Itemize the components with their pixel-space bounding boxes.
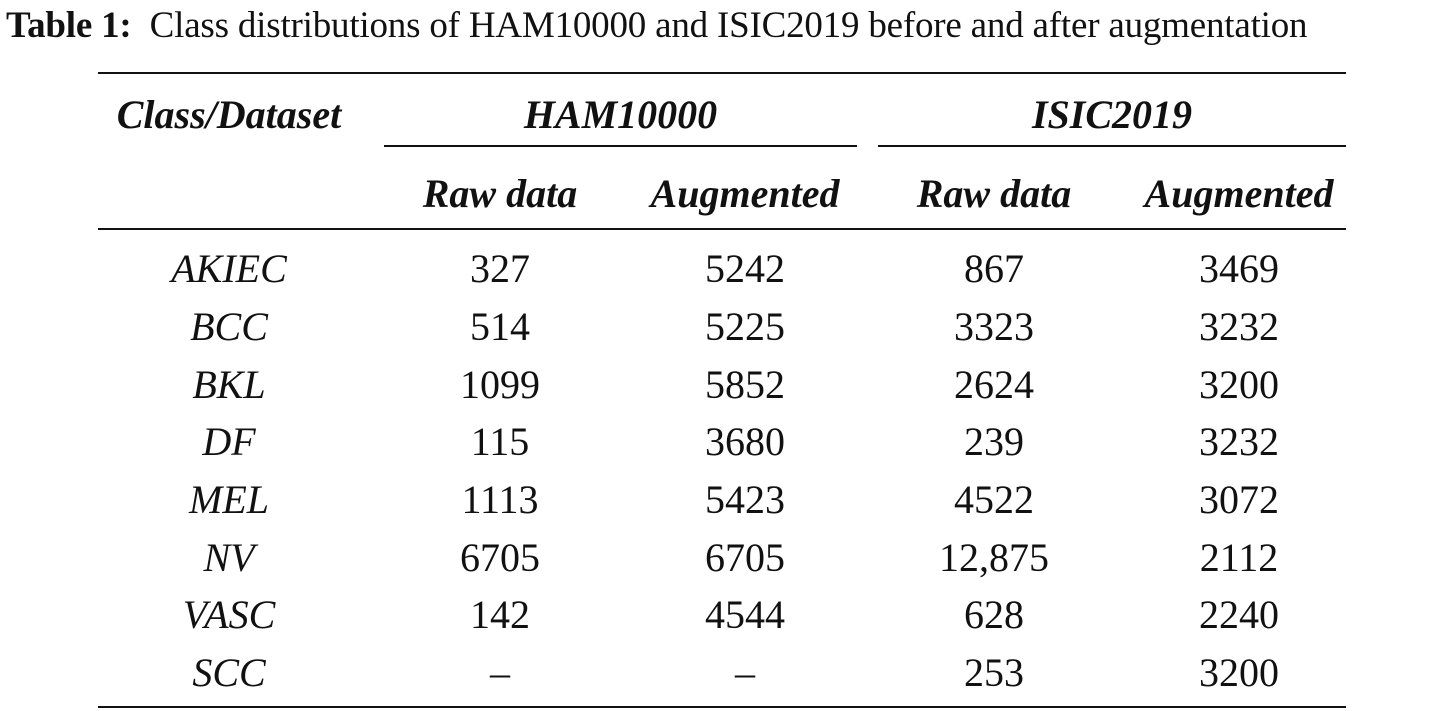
bottom-rule xyxy=(98,706,1346,708)
table-cell: – xyxy=(490,650,510,695)
table-cell: 2112 xyxy=(1199,535,1279,580)
table-cell: 867 xyxy=(964,246,1024,291)
header-isic-raw-data: Raw data xyxy=(916,171,1072,216)
table-cell: 5423 xyxy=(705,477,785,522)
table-cell: 2624 xyxy=(954,362,1034,407)
table-cell: 3323 xyxy=(954,304,1034,349)
table-cell: – xyxy=(735,650,755,695)
table-cell: 3232 xyxy=(1199,419,1279,464)
header-group-isic2019: ISIC2019 xyxy=(1031,92,1193,137)
table-cell: 5225 xyxy=(705,304,785,349)
table-cell: 253 xyxy=(964,650,1024,695)
table-cell: 3232 xyxy=(1199,304,1279,349)
ham10000-group-rule xyxy=(384,145,857,147)
table-caption-text: Class distributions of HAM10000 and ISIC… xyxy=(149,5,1308,46)
table-cell: 239 xyxy=(964,419,1024,464)
header-group-ham10000: HAM10000 xyxy=(523,92,718,137)
row-class-label: DF xyxy=(202,419,256,464)
header-bottom-rule xyxy=(98,228,1346,230)
table-cell: 2240 xyxy=(1199,592,1279,637)
row-class-label: BCC xyxy=(190,304,268,349)
table-cell: 5242 xyxy=(705,246,785,291)
header-isic-augmented: Augmented xyxy=(1144,171,1334,216)
table-cell: 514 xyxy=(470,304,530,349)
table-cell: 5852 xyxy=(705,362,785,407)
row-class-label: MEL xyxy=(189,477,269,522)
table-cell: 628 xyxy=(964,592,1024,637)
table-caption: Table 1: Class distributions of HAM10000… xyxy=(6,3,1308,49)
table-cell: 4522 xyxy=(954,477,1034,522)
table-cell: 3200 xyxy=(1199,362,1279,407)
table-cell: 3680 xyxy=(705,419,785,464)
table-cell: 142 xyxy=(470,592,530,637)
header-ham-augmented: Augmented xyxy=(650,171,840,216)
table-cell: 6705 xyxy=(460,535,540,580)
row-class-label: SCC xyxy=(192,650,266,695)
table-cell: 327 xyxy=(470,246,530,291)
table-cell: 3469 xyxy=(1199,246,1279,291)
table-cell: 1099 xyxy=(460,362,540,407)
row-class-label: VASC xyxy=(182,592,276,637)
row-class-label: BKL xyxy=(192,362,266,407)
table-cell: 115 xyxy=(470,419,530,464)
row-class-label: AKIEC xyxy=(171,246,287,291)
table-caption-label: Table 1: xyxy=(6,5,132,46)
table-cell: 4544 xyxy=(705,592,785,637)
table-cell: 12,875 xyxy=(939,535,1049,580)
header-ham-raw-data: Raw data xyxy=(422,171,578,216)
isic2019-group-rule xyxy=(878,145,1346,147)
table-cell: 3072 xyxy=(1199,477,1279,522)
row-class-label: NV xyxy=(203,535,255,580)
table-cell: 6705 xyxy=(705,535,785,580)
top-rule xyxy=(98,72,1346,74)
table-cell: 3200 xyxy=(1199,650,1279,695)
table-cell: 1113 xyxy=(461,477,539,522)
header-class-dataset: Class/Dataset xyxy=(116,92,342,137)
